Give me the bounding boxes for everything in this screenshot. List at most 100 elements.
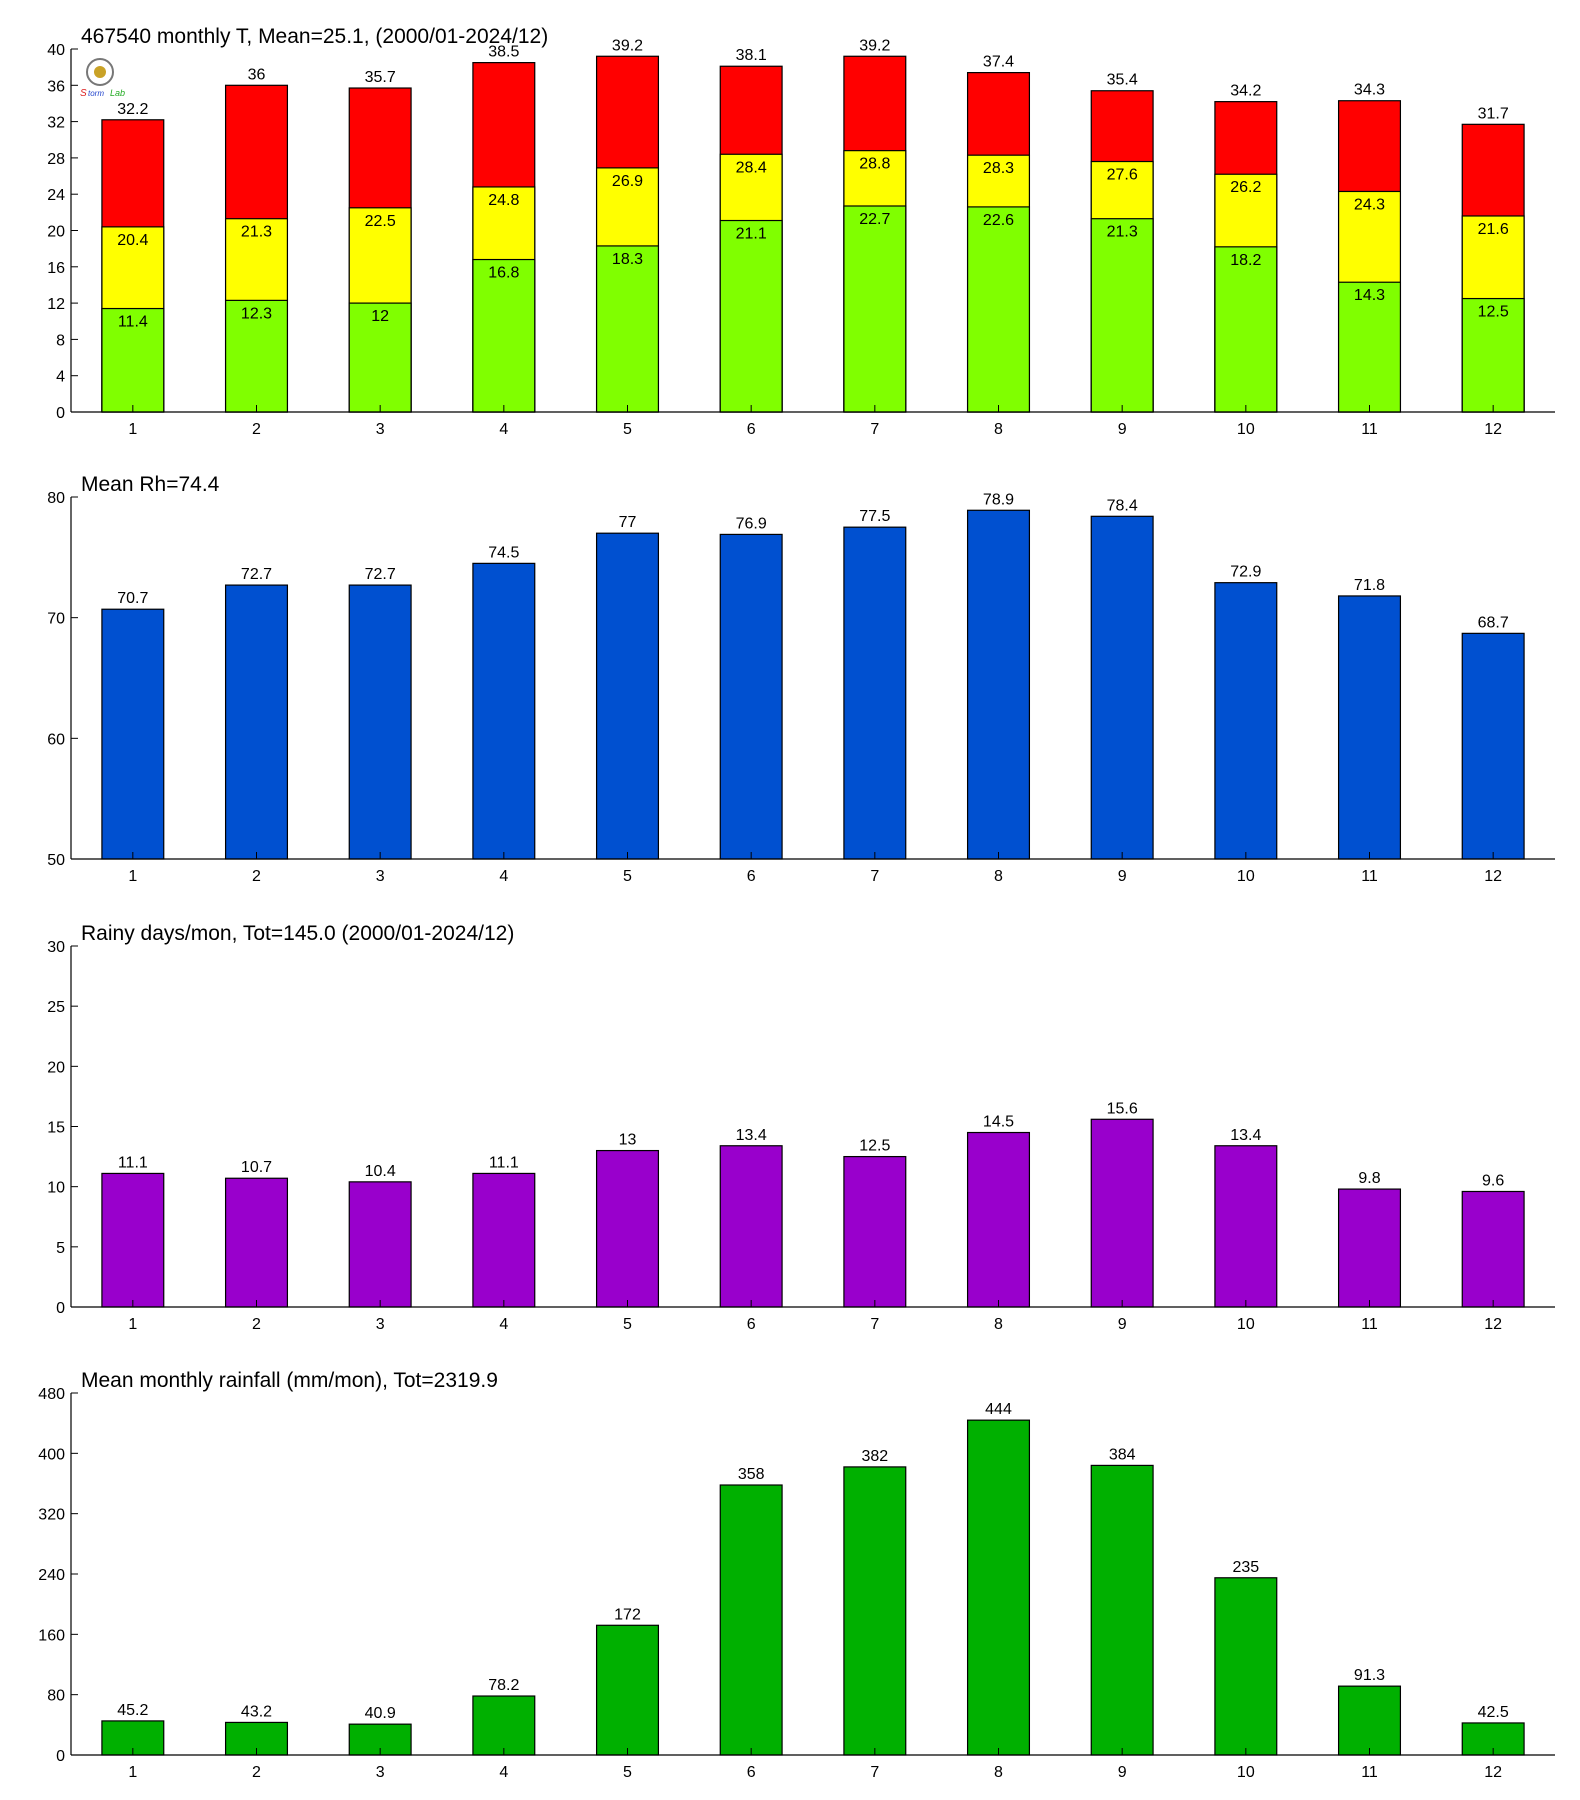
value-label: 444 <box>985 1401 1012 1418</box>
y-tick-label: 320 <box>38 1507 65 1524</box>
value-label: 40.9 <box>365 1705 396 1722</box>
y-tick-label: 0 <box>56 1300 65 1317</box>
bar <box>224 299 289 413</box>
chart-title: Rainy days/mon, Tot=145.0 (2000/01-2024/… <box>81 922 514 945</box>
value-label: 39.2 <box>612 37 643 54</box>
y-tick-label: 40 <box>47 42 65 59</box>
value-label: 45.2 <box>117 1702 148 1719</box>
bar <box>1461 297 1525 413</box>
y-tick-label: 400 <box>38 1446 65 1463</box>
x-tick-label: 1 <box>128 868 137 885</box>
x-tick-label: 11 <box>1361 1764 1378 1781</box>
value-label: 21.6 <box>1478 221 1509 238</box>
x-tick-label: 6 <box>747 1764 756 1781</box>
bar <box>1090 218 1154 413</box>
y-tick-label: 20 <box>47 224 65 241</box>
x-tick-label: 12 <box>1484 1316 1502 1333</box>
bar <box>1090 1118 1154 1308</box>
value-label: 14.3 <box>1354 287 1385 304</box>
x-tick-label: 5 <box>623 868 632 885</box>
y-tick-label: 5 <box>56 1240 65 1257</box>
value-label: 70.7 <box>117 590 148 607</box>
bar <box>472 1172 536 1308</box>
value-label: 28.8 <box>859 156 890 173</box>
x-tick-label: 10 <box>1237 1764 1255 1781</box>
value-label: 78.4 <box>1107 497 1138 514</box>
value-label: 12 <box>371 308 389 325</box>
value-label: 10.4 <box>365 1163 396 1180</box>
x-tick-label: 4 <box>499 1316 508 1333</box>
value-label: 235 <box>1232 1559 1259 1576</box>
value-label: 20.4 <box>117 232 148 249</box>
value-label: 22.6 <box>983 212 1014 229</box>
bar <box>719 533 783 860</box>
value-label: 31.7 <box>1478 105 1509 122</box>
x-tick-label: 9 <box>1118 868 1127 885</box>
bar <box>1214 582 1278 860</box>
x-tick-label: 2 <box>252 421 261 438</box>
value-label: 76.9 <box>736 515 767 532</box>
bar <box>595 1624 660 1756</box>
value-label: 9.8 <box>1358 1170 1380 1187</box>
value-label: 172 <box>614 1606 641 1623</box>
x-tick-label: 1 <box>128 1316 137 1333</box>
value-label: 77.5 <box>859 508 890 525</box>
chart-title: 467540 monthly T, Mean=25.1, (2000/01-20… <box>81 25 548 48</box>
y-tick-label: 4 <box>56 369 65 386</box>
x-tick-label: 1 <box>128 421 137 438</box>
y-tick-label: 28 <box>47 151 65 168</box>
bar <box>1337 1685 1402 1756</box>
y-tick-label: 50 <box>47 852 65 869</box>
value-label: 27.6 <box>1107 167 1138 184</box>
value-label: 39.2 <box>859 37 890 54</box>
bar <box>101 608 165 860</box>
value-label: 12.5 <box>1478 304 1509 321</box>
bar <box>472 258 536 413</box>
x-tick-label: 2 <box>252 1764 261 1781</box>
bar <box>101 307 165 413</box>
value-label: 11.1 <box>118 1154 148 1171</box>
bar <box>1461 1190 1525 1308</box>
bar <box>101 1172 165 1308</box>
bar <box>719 1145 783 1308</box>
value-label: 358 <box>738 1466 765 1483</box>
bar <box>843 1155 907 1308</box>
value-label: 28.3 <box>983 160 1014 177</box>
y-tick-label: 24 <box>47 187 65 204</box>
y-tick-label: 0 <box>56 405 65 422</box>
x-tick-label: 3 <box>376 868 385 885</box>
value-label: 24.8 <box>488 192 519 209</box>
bar <box>843 526 907 860</box>
value-label: 78.2 <box>488 1677 519 1694</box>
value-label: 11.4 <box>118 314 148 331</box>
value-label: 13.4 <box>1230 1127 1261 1144</box>
y-tick-label: 60 <box>47 731 65 748</box>
value-label: 12.5 <box>859 1138 890 1155</box>
y-tick-label: 0 <box>56 1748 65 1765</box>
y-tick-label: 20 <box>47 1059 65 1076</box>
bar <box>224 584 289 860</box>
value-label: 384 <box>1109 1446 1136 1463</box>
chart-title: Mean Rh=74.4 <box>81 473 220 496</box>
value-label: 18.2 <box>1230 252 1261 269</box>
x-tick-label: 8 <box>994 421 1003 438</box>
value-label: 18.3 <box>612 251 643 268</box>
value-label: 12.3 <box>241 305 272 322</box>
x-tick-label: 12 <box>1484 868 1502 885</box>
value-label: 16.8 <box>488 265 519 282</box>
x-tick-label: 9 <box>1118 421 1127 438</box>
y-tick-label: 80 <box>47 1688 65 1705</box>
x-tick-label: 4 <box>499 1764 508 1781</box>
bar <box>1337 1188 1402 1308</box>
x-tick-label: 2 <box>252 1316 261 1333</box>
value-label: 34.3 <box>1354 82 1385 99</box>
x-tick-label: 5 <box>623 421 632 438</box>
bar <box>595 532 660 860</box>
x-tick-label: 7 <box>870 1764 879 1781</box>
x-tick-label: 11 <box>1361 421 1378 438</box>
x-tick-label: 4 <box>499 421 508 438</box>
bar <box>1214 246 1278 413</box>
value-label: 77 <box>619 514 637 531</box>
value-label: 42.5 <box>1478 1704 1509 1721</box>
value-label: 382 <box>861 1448 888 1465</box>
